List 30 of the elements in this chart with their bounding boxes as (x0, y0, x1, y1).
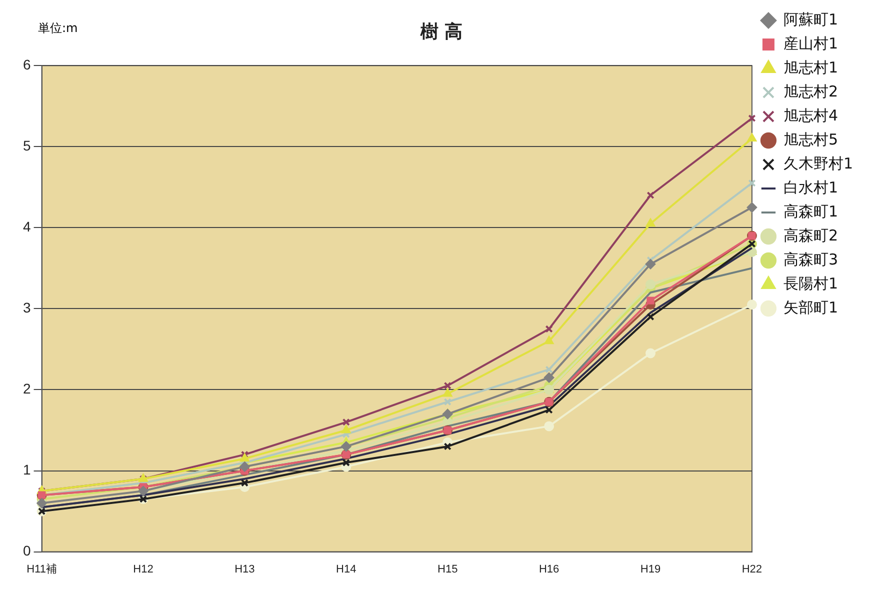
y-tick-label: 4 (22, 218, 31, 235)
legend-label: 高森町2 (783, 226, 838, 244)
y-tick-label: 0 (22, 542, 31, 559)
legend-label: 産山村1 (783, 34, 838, 52)
legend-label: 阿蘇町1 (783, 10, 838, 28)
x-tick-label: H11補 (26, 562, 57, 576)
legend-label: 高森町3 (783, 250, 838, 268)
legend-label: 旭志村5 (783, 130, 838, 148)
legend-label: 長陽村1 (783, 274, 838, 292)
y-tick-label: 2 (22, 380, 31, 397)
x-tick-label: H12 (133, 563, 154, 576)
x-tick-label: H16 (538, 563, 560, 576)
y-tick-label: 3 (22, 300, 31, 316)
legend-label: 白水村1 (783, 178, 838, 196)
y-tick-label: 6 (22, 56, 31, 72)
legend-label: 久木野村1 (783, 154, 854, 172)
y-tick-label: 5 (22, 137, 31, 154)
chart-title: 樹 高 (419, 21, 463, 42)
legend-label: 旭志村1 (783, 58, 838, 76)
legend-label: 高森町1 (783, 202, 838, 220)
x-tick-label: H14 (336, 563, 356, 576)
x-tick-label: H15 (438, 563, 458, 576)
legend-label: 旭志村4 (783, 106, 838, 124)
y-tick-label: 1 (22, 462, 31, 478)
x-tick-label: H13 (234, 563, 255, 576)
text: 単位:m (38, 20, 78, 37)
x-tick-label: H19 (640, 563, 661, 576)
legend-label: 矢部町1 (783, 298, 838, 316)
legend-label: 旭志村2 (783, 82, 838, 100)
x-tick-label: H22 (742, 563, 762, 576)
